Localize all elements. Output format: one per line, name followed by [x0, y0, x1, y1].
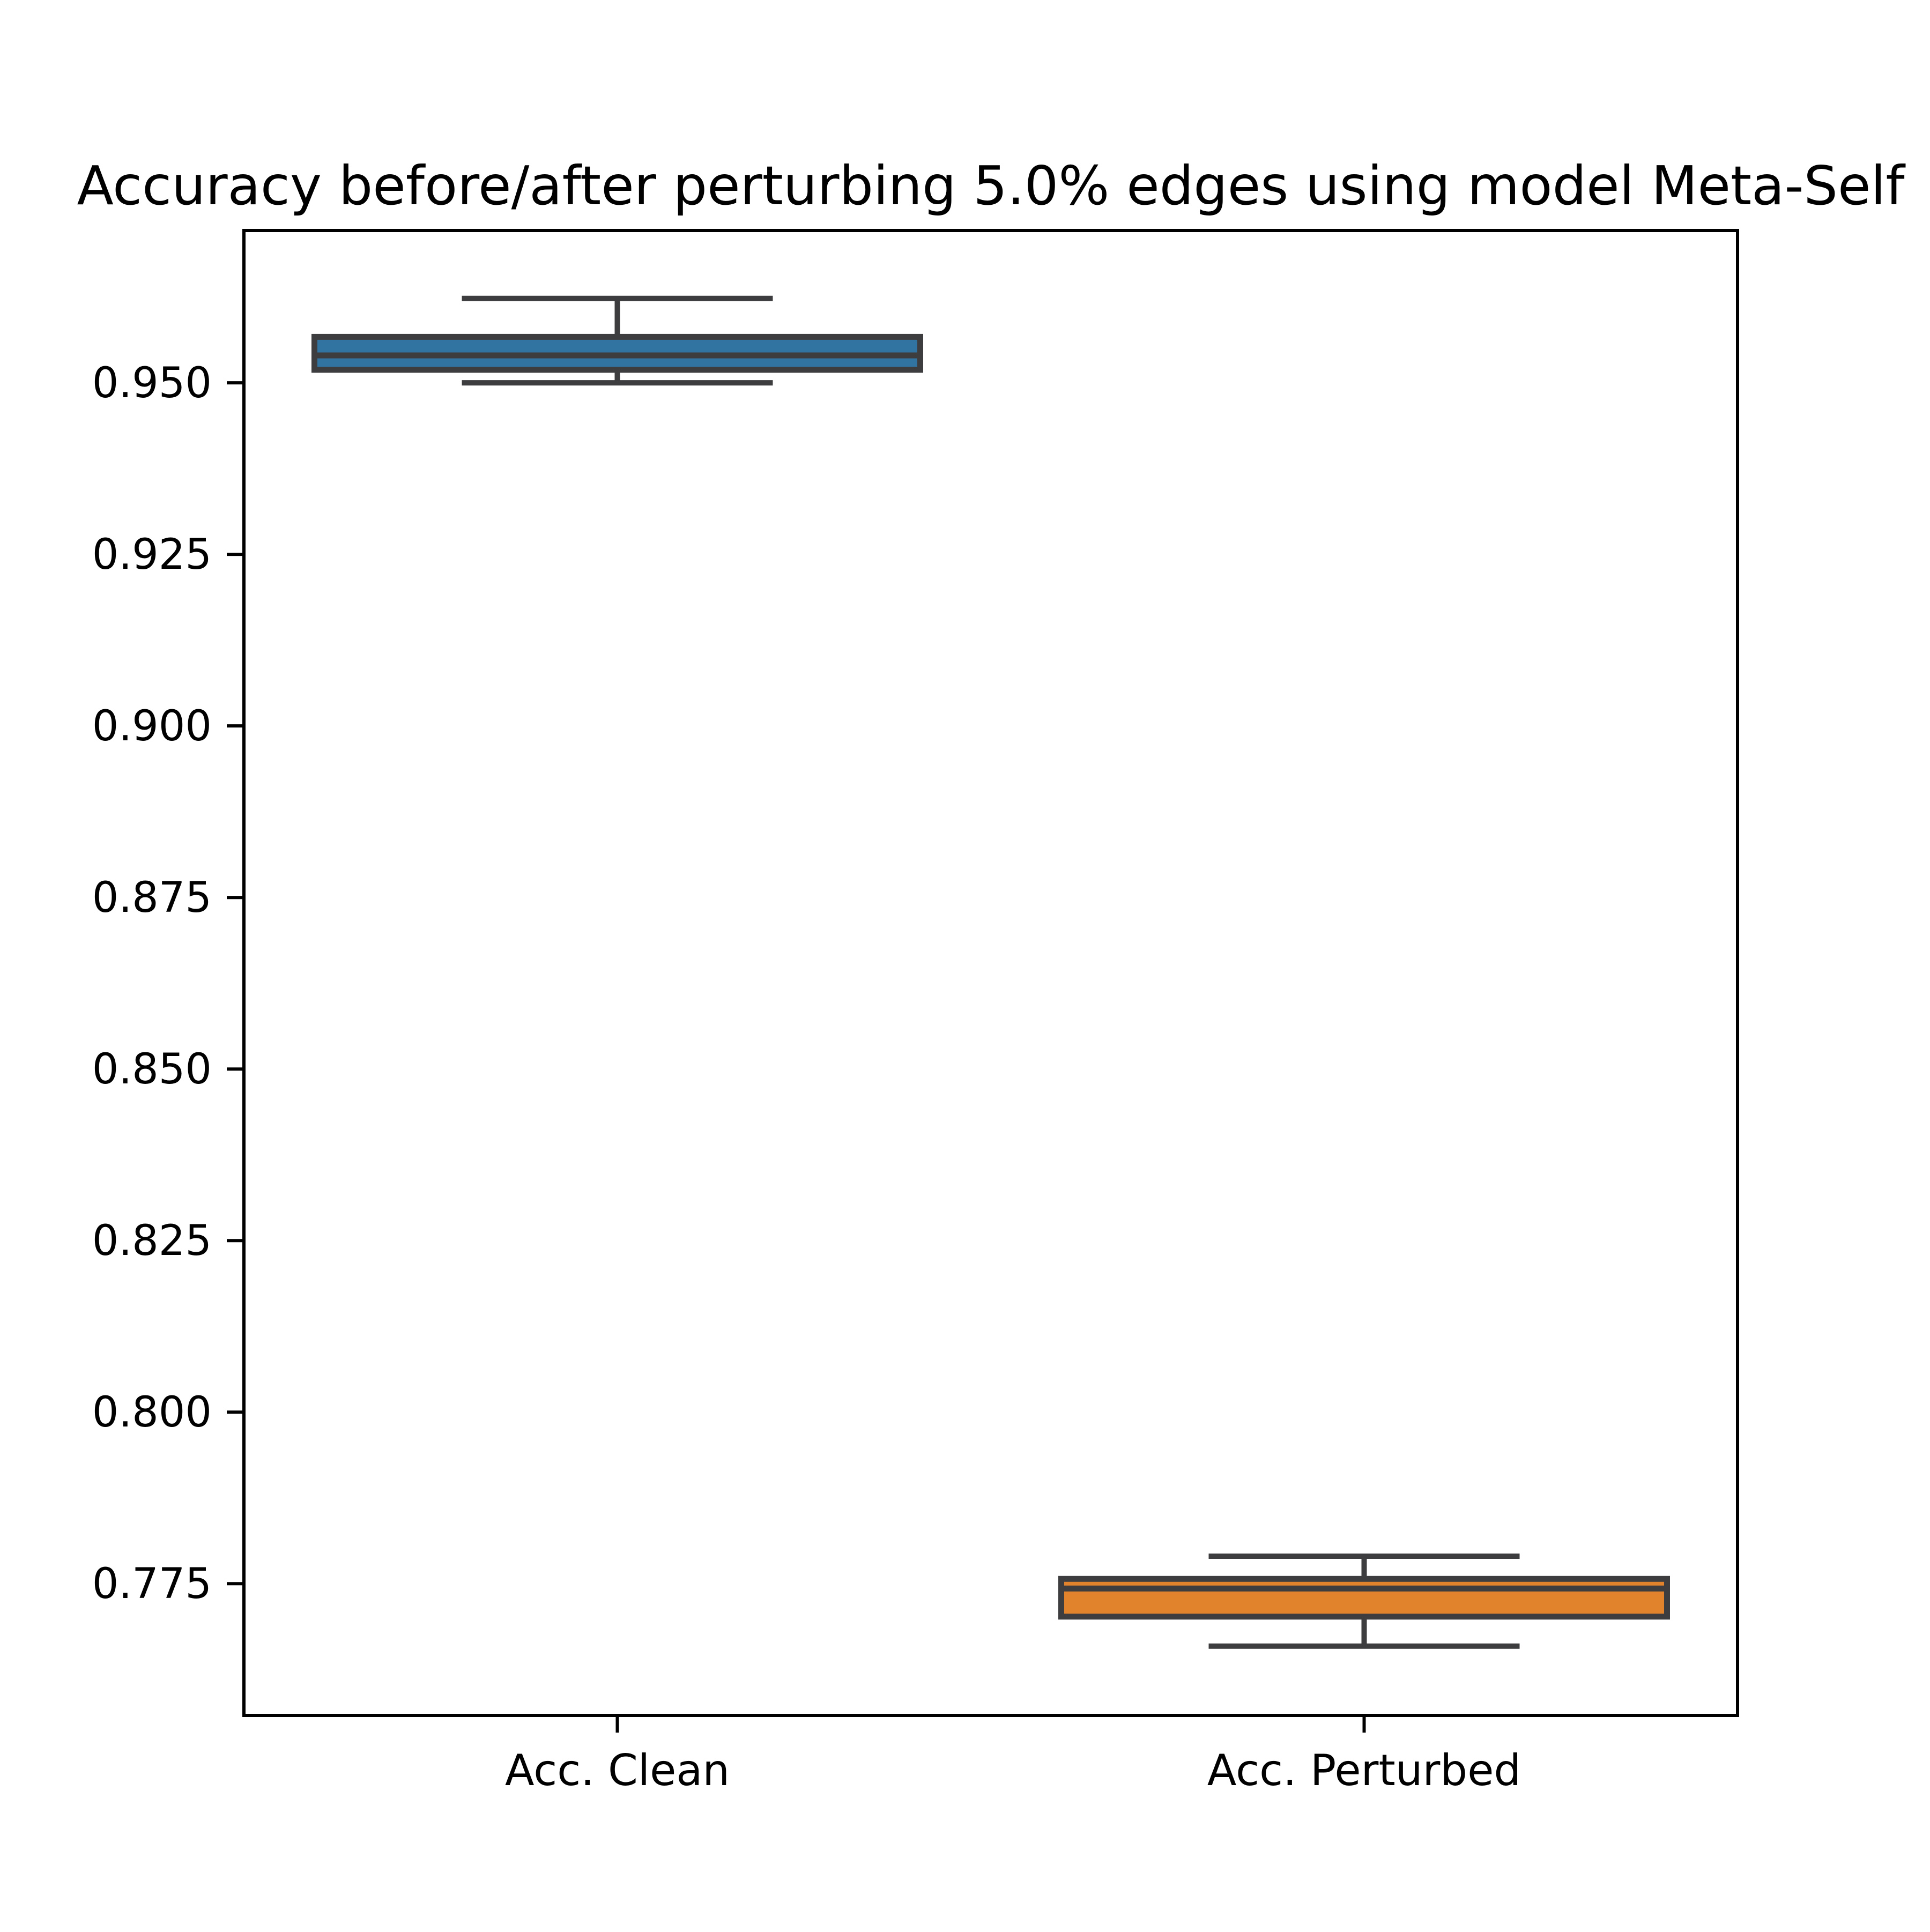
iqr-box	[1058, 1576, 1670, 1620]
chart-title: Accuracy before/after perturbing 5.0% ed…	[77, 154, 1906, 217]
axes-layer: 0.950 0.925 0.900 0.875 0.850 0.825 0.800 0.775…	[92, 359, 1521, 1795]
box-group-clean	[311, 295, 923, 386]
y-tick-label: 0.950	[92, 359, 212, 407]
y-tick-label: 0.775	[92, 1560, 212, 1608]
y-tick-label: 0.925	[92, 531, 212, 579]
y-tick-label: 0.900	[92, 702, 212, 750]
y-tick-label: 0.875	[92, 874, 212, 922]
x-tick-label: Acc. Perturbed	[1207, 1745, 1521, 1795]
axes-frame	[242, 229, 1739, 1717]
y-tick-label: 0.825	[92, 1217, 212, 1265]
y-tick-label: 0.800	[92, 1388, 212, 1437]
box-layer	[311, 295, 1670, 1649]
box-group-perturbed	[1058, 1554, 1670, 1649]
y-tick-label: 0.850	[92, 1045, 212, 1094]
x-tick-label: Acc. Clean	[505, 1745, 730, 1795]
